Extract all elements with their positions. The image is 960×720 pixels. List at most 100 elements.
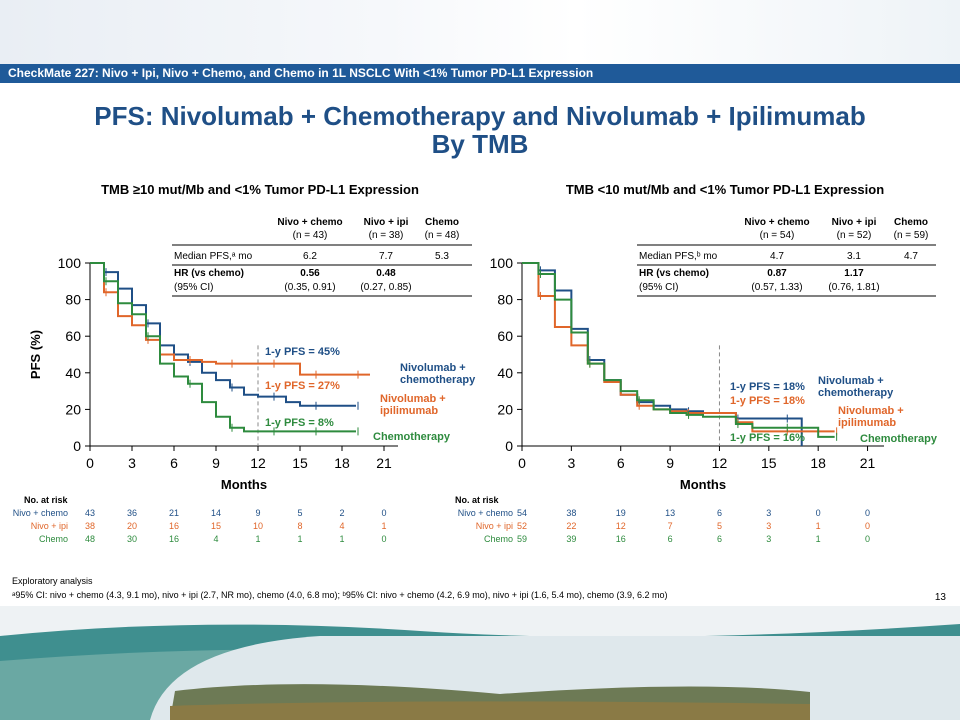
risk-value: 6	[717, 534, 722, 544]
risk-value: 0	[865, 508, 870, 518]
table-ci-value: (0.27, 0.85)	[360, 282, 411, 293]
risk-value: 0	[381, 534, 386, 544]
table-ci-label: (95% CI)	[174, 282, 213, 293]
km-curve-chemo	[90, 262, 356, 433]
decorative-landscape	[0, 606, 960, 720]
x-tick-label: 18	[334, 455, 350, 471]
table-hr-value: 0.56	[300, 268, 320, 279]
banner: CheckMate 227: Nivo + Ipi, Nivo + Chemo,…	[0, 64, 960, 83]
risk-row-label: Nivo + chemo	[13, 508, 68, 518]
risk-value: 3	[766, 508, 771, 518]
y-tick-label: 0	[73, 438, 81, 454]
table-header: Chemo	[894, 217, 928, 228]
y-tick-label: 20	[65, 401, 81, 417]
km-curve-nivo_ipi	[90, 262, 370, 376]
risk-value: 15	[211, 521, 221, 531]
one-year-pfs-annotation: 1-y PFS = 27%	[265, 380, 340, 392]
table-header: Nivo + ipi	[832, 217, 877, 228]
table-median-value: 7.7	[379, 251, 393, 262]
y-tick-label: 60	[65, 328, 81, 344]
x-tick-label: 18	[810, 455, 826, 471]
risk-value: 14	[211, 508, 221, 518]
y-tick-label: 40	[65, 365, 81, 381]
page-title: PFS: Nivolumab + Chemotherapy and Nivolu…	[0, 102, 960, 158]
x-axis-label: Months	[680, 477, 726, 492]
table-hr-label: HR (vs chemo)	[639, 268, 709, 279]
risk-value: 1	[339, 534, 344, 544]
risk-value: 5	[297, 508, 302, 518]
risk-value: 3	[766, 534, 771, 544]
page-title-line1: PFS: Nivolumab + Chemotherapy and Nivolu…	[94, 101, 866, 131]
risk-row-label: Nivo + chemo	[458, 508, 513, 518]
risk-value: 48	[85, 534, 95, 544]
risk-value: 1	[381, 521, 386, 531]
risk-value: 39	[566, 534, 576, 544]
y-tick-label: 100	[490, 255, 514, 271]
table-header-n: (n = 54)	[760, 230, 795, 241]
risk-value: 2	[339, 508, 344, 518]
km-charts: TMB ≥10 mut/Mb and <1% Tumor PD-L1 Expre…	[13, 182, 938, 544]
risk-value: 9	[255, 508, 260, 518]
table-header: Chemo	[425, 217, 459, 228]
footnote-ci: ᵃ95% CI: nivo + chemo (4.3, 9.1 mo), niv…	[12, 590, 668, 600]
risk-value: 4	[213, 534, 218, 544]
risk-value: 52	[517, 521, 527, 531]
x-tick-label: 9	[212, 455, 220, 471]
y-axis-label: PFS (%)	[28, 330, 43, 379]
series-label-nivo_ipi: Nivolumab +	[380, 393, 446, 405]
risk-row-label: Chemo	[39, 534, 68, 544]
page-title-line2: By TMB	[431, 129, 529, 159]
table-median-value: 4.7	[770, 251, 784, 262]
one-year-pfs-annotation: 1-y PFS = 8%	[265, 417, 334, 429]
header-background	[0, 0, 960, 64]
table-header-n: (n = 59)	[894, 230, 929, 241]
x-tick-label: 6	[617, 455, 625, 471]
series-label-nivo_ipi: Nivolumab +	[838, 405, 904, 417]
table-hr-value: 0.48	[376, 268, 396, 279]
banner-text: CheckMate 227: Nivo + Ipi, Nivo + Chemo,…	[8, 66, 594, 80]
table-ci-value: (0.76, 1.81)	[828, 282, 879, 293]
one-year-pfs-annotation: 1-y PFS = 16%	[730, 432, 805, 444]
risk-value: 38	[566, 508, 576, 518]
risk-value: 38	[85, 521, 95, 531]
risk-value: 16	[169, 521, 179, 531]
risk-row-label: Nivo + ipi	[31, 521, 68, 531]
x-tick-label: 15	[761, 455, 777, 471]
table-median-label: Median PFS,ᵇ mo	[639, 251, 718, 262]
table-header-n: (n = 48)	[425, 230, 460, 241]
table-ci-value: (0.35, 0.91)	[284, 282, 335, 293]
table-ci-value: (0.57, 1.33)	[751, 282, 802, 293]
y-tick-label: 0	[505, 438, 513, 454]
risk-value: 20	[127, 521, 137, 531]
x-tick-label: 0	[86, 455, 94, 471]
risk-value: 0	[865, 521, 870, 531]
risk-value: 59	[517, 534, 527, 544]
table-header-n: (n = 43)	[293, 230, 328, 241]
one-year-pfs-annotation: 1-y PFS = 18%	[730, 381, 805, 393]
series-label-nivo_chemo: Nivolumab +	[400, 362, 466, 374]
x-tick-label: 21	[860, 455, 876, 471]
risk-value: 54	[517, 508, 527, 518]
x-tick-label: 21	[376, 455, 392, 471]
risk-value: 12	[616, 521, 626, 531]
x-tick-label: 12	[712, 455, 728, 471]
risk-value: 16	[169, 534, 179, 544]
risk-value: 4	[339, 521, 344, 531]
risk-row-label: Nivo + ipi	[476, 521, 513, 531]
risk-value: 8	[297, 521, 302, 531]
table-header: Nivo + ipi	[364, 217, 409, 228]
series-label-nivo_chemo: chemotherapy	[400, 374, 476, 386]
x-tick-label: 9	[666, 455, 674, 471]
risk-table-header: No. at risk	[455, 495, 500, 505]
y-tick-label: 20	[497, 401, 513, 417]
risk-value: 30	[127, 534, 137, 544]
series-label-nivo_ipi: ipilimumab	[380, 405, 438, 417]
risk-value: 13	[665, 508, 675, 518]
risk-value: 43	[85, 508, 95, 518]
x-tick-label: 12	[250, 455, 266, 471]
risk-value: 22	[566, 521, 576, 531]
risk-value: 0	[381, 508, 386, 518]
risk-value: 36	[127, 508, 137, 518]
one-year-pfs-annotation: 1-y PFS = 18%	[730, 395, 805, 407]
footnote-exploratory: Exploratory analysis	[12, 576, 93, 586]
